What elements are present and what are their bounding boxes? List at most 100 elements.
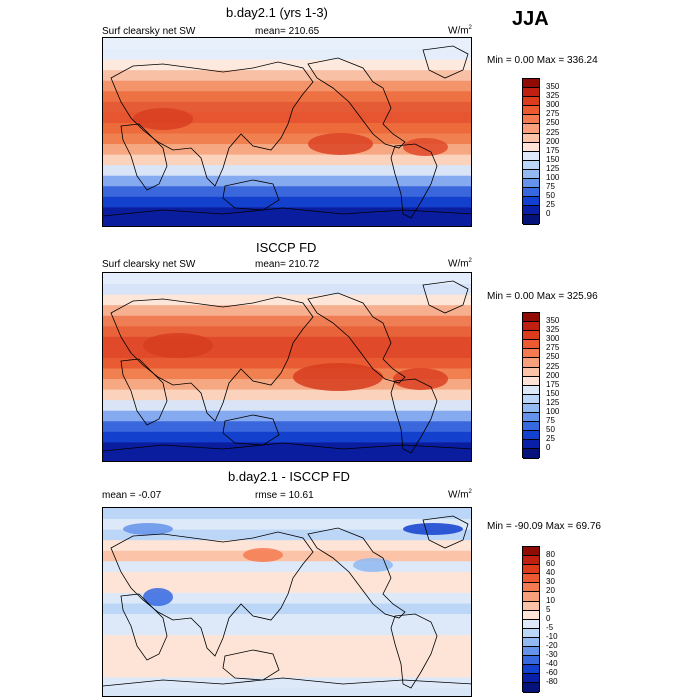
map-band	[103, 645, 471, 657]
map-band	[103, 283, 471, 295]
colorbar-swatch	[523, 88, 539, 98]
coastline	[120, 593, 168, 661]
map-band	[103, 357, 471, 369]
coastline	[307, 527, 406, 619]
colorbar-tick-label: 325	[546, 91, 560, 101]
coastline	[120, 358, 168, 426]
colorbar-swatch	[523, 431, 539, 441]
colorbar-swatch	[523, 367, 539, 377]
map-band	[103, 304, 471, 316]
map-band	[103, 206, 471, 218]
colorbar-swatch	[523, 160, 539, 170]
colorbar-swatch	[523, 385, 539, 395]
panel-2-units: W/m2	[448, 258, 472, 270]
colorbar-swatch	[523, 133, 539, 143]
colorbar-swatch	[523, 215, 539, 225]
map-band	[103, 508, 471, 520]
panel-2-mean-label: mean= 210.72	[255, 259, 320, 270]
coastline	[120, 123, 168, 191]
colorbar-tick-label: 250	[546, 118, 560, 128]
panel-1-map-svg	[103, 38, 471, 226]
colorbar-swatch	[523, 683, 539, 693]
colorbar-swatch	[523, 422, 539, 432]
colorbar-tick-label: 50	[546, 425, 555, 435]
colorbar-swatch	[523, 656, 539, 666]
map-band	[103, 185, 471, 197]
panel-1-title: b.day2.1 (yrs 1-3)	[226, 5, 328, 20]
colorbar-tick-label: 25	[546, 434, 555, 444]
map-band	[103, 539, 471, 551]
map-band	[103, 378, 471, 390]
coastline	[103, 442, 471, 452]
colorbar-swatch	[523, 340, 539, 350]
map-band	[103, 59, 471, 71]
colorbar-swatch	[523, 413, 539, 423]
map-band	[103, 431, 471, 443]
map-field-patch	[393, 368, 448, 390]
panel-1-map	[102, 37, 472, 227]
colorbar-tick-label: 300	[546, 100, 560, 110]
colorbar-tick-label: 40	[546, 568, 555, 578]
colorbar-tick-label: 50	[546, 191, 555, 201]
colorbar-swatch	[523, 449, 539, 459]
colorbar-swatch	[523, 665, 539, 675]
colorbar-tick-label: 125	[546, 163, 560, 173]
map-band	[103, 346, 471, 358]
colorbar-swatch	[523, 610, 539, 620]
colorbar-swatch	[523, 197, 539, 207]
colorbar-tick-label: 325	[546, 325, 560, 335]
colorbar-tick-label: -5	[546, 622, 554, 632]
coastline	[390, 143, 438, 219]
panel-1-units: W/m2	[448, 25, 472, 37]
panel-3-colorbar	[522, 546, 540, 693]
map-band	[103, 592, 471, 604]
colorbar-tick-label: -30	[546, 650, 558, 660]
map-band	[103, 634, 471, 646]
season-label: JJA	[512, 8, 549, 30]
map-band	[103, 368, 471, 380]
map-field-patch	[293, 363, 383, 391]
map-band	[103, 80, 471, 92]
map-band	[103, 90, 471, 102]
map-band	[103, 101, 471, 113]
colorbar-swatch	[523, 322, 539, 332]
colorbar-swatch	[523, 97, 539, 107]
colorbar-swatch	[523, 583, 539, 593]
map-band	[103, 325, 471, 337]
map-field-patch	[403, 523, 463, 535]
map-band	[103, 336, 471, 348]
colorbar-swatch	[523, 601, 539, 611]
colorbar-tick-label: 350	[546, 82, 560, 91]
panel-2-map	[102, 272, 472, 462]
panel-1-colorbar	[522, 78, 540, 225]
colorbar-tick-label: 250	[546, 352, 560, 362]
map-field-patch	[123, 523, 173, 535]
map-band	[103, 529, 471, 541]
colorbar-swatch	[523, 592, 539, 602]
map-band	[103, 666, 471, 678]
colorbar-swatch	[523, 547, 539, 557]
panel-2-title: ISCCP FD	[256, 240, 317, 255]
colorbar-tick-label: 0	[546, 613, 551, 623]
colorbar-tick-label: 10	[546, 595, 555, 605]
colorbar-swatch	[523, 574, 539, 584]
coastline	[110, 531, 314, 657]
map-field-patch	[308, 133, 373, 155]
colorbar-tick-label: 175	[546, 145, 560, 155]
colorbar-tick-label: -40	[546, 659, 558, 669]
coastline	[110, 296, 314, 422]
panel-3-units: W/m2	[448, 489, 472, 501]
coastline	[307, 57, 406, 149]
map-band	[103, 111, 471, 123]
colorbar-tick-label: 75	[546, 416, 555, 426]
map-band	[103, 48, 471, 60]
map-band	[103, 518, 471, 530]
colorbar-tick-label: 200	[546, 370, 560, 380]
colorbar-swatch	[523, 565, 539, 575]
colorbar-swatch	[523, 440, 539, 450]
panel-2-map-svg	[103, 273, 471, 461]
map-band	[103, 315, 471, 327]
colorbar-swatch	[523, 142, 539, 152]
colorbar-tick-label: 0	[546, 209, 551, 219]
map-band	[103, 196, 471, 208]
